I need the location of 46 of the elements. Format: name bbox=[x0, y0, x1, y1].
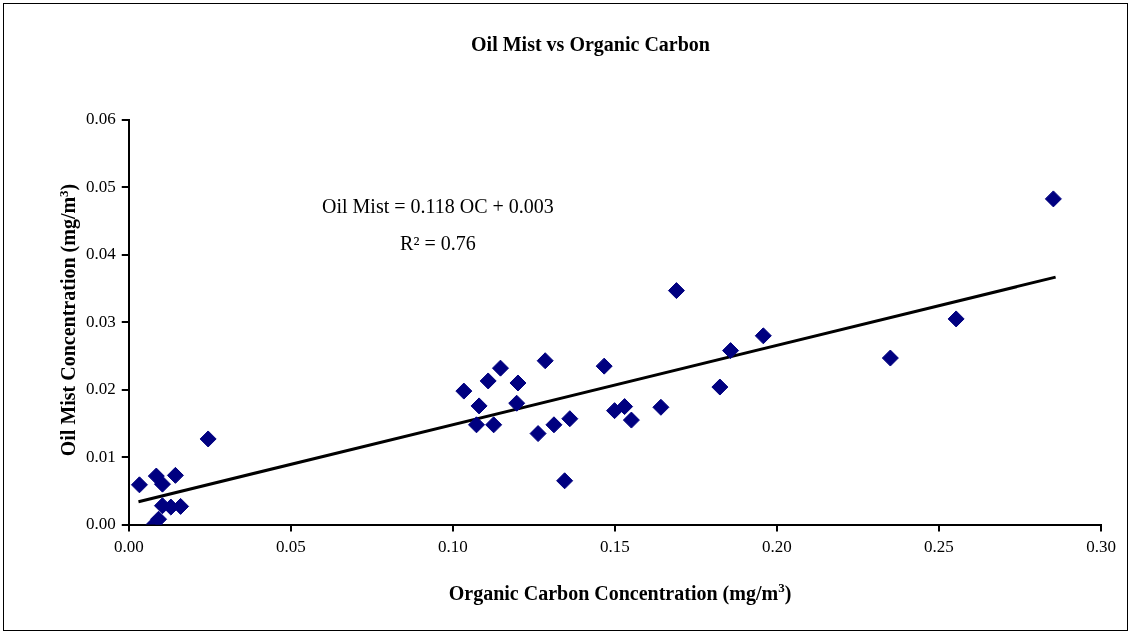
point bbox=[509, 374, 527, 392]
point bbox=[508, 394, 526, 412]
point bbox=[711, 378, 729, 396]
point bbox=[722, 342, 740, 360]
y-tick-label: 0.06 bbox=[86, 109, 116, 129]
x-tick-label: 0.00 bbox=[113, 537, 144, 557]
point bbox=[153, 475, 171, 493]
point bbox=[485, 416, 503, 434]
point bbox=[667, 282, 685, 300]
point bbox=[529, 425, 547, 443]
y-tick-label: 0.00 bbox=[86, 514, 116, 534]
point bbox=[467, 416, 485, 434]
point bbox=[1044, 190, 1062, 208]
point bbox=[199, 430, 217, 448]
x-tick-label: 0.10 bbox=[437, 537, 468, 557]
y-tick-label: 0.05 bbox=[86, 176, 116, 196]
point bbox=[130, 476, 148, 494]
y-tick-label: 0.03 bbox=[86, 311, 116, 331]
y-tick-label: 0.01 bbox=[86, 446, 116, 466]
x-tick-label: 0.30 bbox=[1086, 537, 1116, 557]
x-tick-label: 0.25 bbox=[924, 537, 954, 557]
point bbox=[166, 466, 184, 484]
x-axis-title: Organic Carbon Concentration (mg/m$^{3}$) bbox=[448, 580, 792, 605]
point bbox=[622, 411, 640, 429]
point bbox=[479, 372, 497, 390]
point bbox=[561, 410, 579, 428]
point bbox=[556, 472, 574, 490]
x-tick-label: 0.15 bbox=[600, 537, 630, 557]
point bbox=[616, 398, 634, 416]
point bbox=[947, 310, 965, 328]
point bbox=[652, 398, 670, 416]
point bbox=[545, 416, 563, 434]
point bbox=[754, 327, 772, 345]
point bbox=[491, 359, 509, 377]
x-tick-label: 0.20 bbox=[762, 537, 792, 557]
point bbox=[881, 349, 899, 367]
point bbox=[536, 352, 554, 370]
chart-title: Oil Mist vs Organic Carbon bbox=[471, 33, 710, 57]
annotation: Oil Mist = 0.118 OC + 0.003 bbox=[322, 195, 554, 218]
y-tick-label: 0.04 bbox=[86, 244, 117, 264]
annotation: R² = 0.76 bbox=[400, 232, 476, 255]
point bbox=[595, 357, 613, 375]
point bbox=[470, 397, 488, 415]
x-tick-label: 0.05 bbox=[275, 537, 306, 557]
y-tick-label: 0.02 bbox=[86, 379, 116, 399]
point bbox=[455, 382, 473, 400]
